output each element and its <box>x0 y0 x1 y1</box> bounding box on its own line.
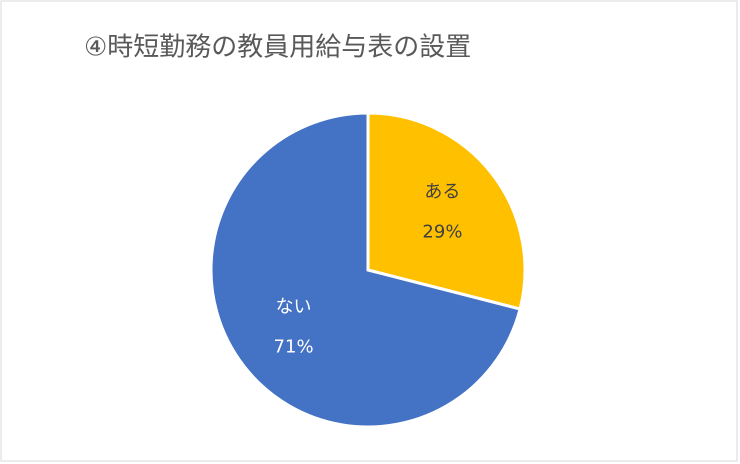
pie-slice <box>366 111 527 311</box>
slice-category-label: ない <box>276 297 312 318</box>
slice-value-label: 29% <box>422 221 462 242</box>
pie-slice <box>209 111 522 429</box>
slice-category-label: ある <box>424 181 460 202</box>
slice-value-label: 71% <box>274 337 314 358</box>
chart-title: ④時短勤務の教員用給与表の設置 <box>84 33 471 63</box>
